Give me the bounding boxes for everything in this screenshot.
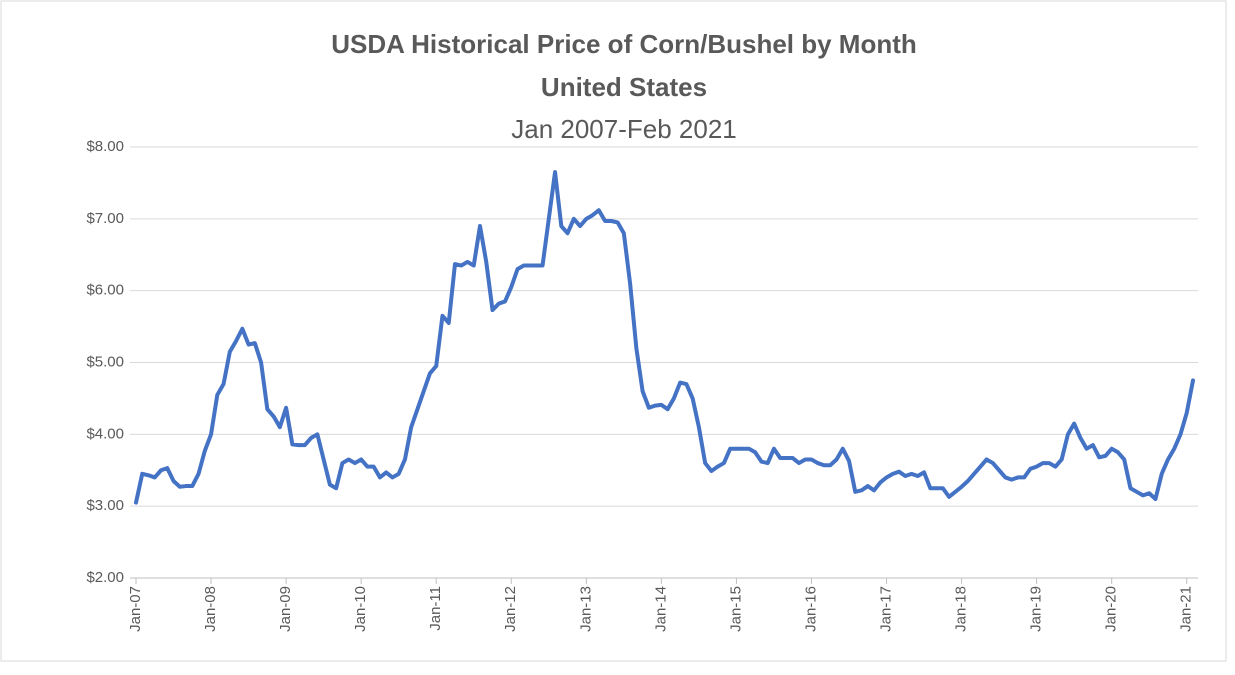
x-tick-label: Jan-12 [502,586,519,632]
y-tick-label: $2.00 [86,569,124,586]
x-tick-label: Jan-16 [802,586,819,632]
x-tick-label: Jan-13 [577,586,594,632]
x-tick-label: Jan-19 [1028,586,1045,632]
x-tick-label: Jan-18 [953,586,970,632]
y-tick-label: $5.00 [86,353,124,370]
chart-border [0,0,1227,662]
x-tick-label: Jan-08 [202,586,219,632]
x-tick-label: Jan-15 [727,586,744,632]
chart-period: Jan 2007-Feb 2021 [511,114,737,144]
price-line [134,170,1195,505]
x-tick-label: Jan-21 [1178,586,1195,632]
x-tick-label: Jan-17 [878,586,895,632]
x-tick-label: Jan-10 [352,586,369,632]
x-tick-label: Jan-11 [427,586,444,631]
chart-subtitle: United States [541,72,707,102]
y-tick-label: $8.00 [86,138,124,155]
x-tick-label: Jan-20 [1103,586,1120,632]
y-tick-label: $6.00 [86,282,124,299]
y-tick-label: $7.00 [86,210,124,227]
y-tick-label: $4.00 [86,425,124,442]
y-tick-label: $3.00 [86,497,124,514]
x-tick-label: Jan-09 [277,586,294,632]
x-tick-label: Jan-14 [652,586,669,632]
x-tick-label: Jan-07 [127,586,144,632]
chart-title: USDA Historical Price of Corn/Bushel by … [331,29,917,59]
